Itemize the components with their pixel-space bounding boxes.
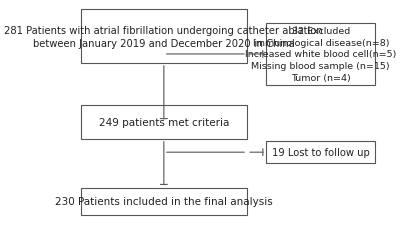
FancyBboxPatch shape bbox=[266, 141, 375, 164]
Text: 19 Lost to follow up: 19 Lost to follow up bbox=[272, 148, 370, 157]
FancyBboxPatch shape bbox=[80, 188, 247, 215]
FancyBboxPatch shape bbox=[80, 10, 247, 64]
Text: 281 Patients with atrial fibrillation undergoing catheter ablation
between Janua: 281 Patients with atrial fibrillation un… bbox=[4, 25, 323, 49]
Text: 32 Excluded
Immunological disease(n=8)
Increased white blood cell(n=5)
Missing b: 32 Excluded Immunological disease(n=8) I… bbox=[245, 27, 396, 83]
FancyBboxPatch shape bbox=[266, 24, 375, 86]
FancyBboxPatch shape bbox=[80, 106, 247, 139]
Text: 249 patients met criteria: 249 patients met criteria bbox=[99, 117, 229, 128]
Text: 230 Patients included in the final analysis: 230 Patients included in the final analy… bbox=[55, 196, 273, 206]
